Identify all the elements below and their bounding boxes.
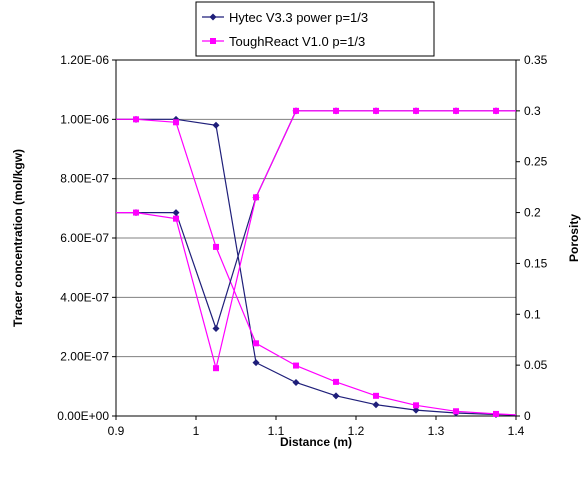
- data-point-diamond: [292, 378, 300, 386]
- data-point-square: [253, 194, 259, 201]
- legend-marker-hytec: [209, 13, 217, 21]
- data-point-square: [493, 410, 499, 417]
- y-tick-label: 4.00E-07: [60, 290, 109, 304]
- legend-marker-toughreact: [210, 38, 216, 44]
- data-point-square: [173, 215, 179, 222]
- data-point-diamond: [252, 359, 260, 367]
- y-tick-label: 2.00E-07: [60, 350, 109, 364]
- y-tick-label: 1.00E-06: [60, 112, 109, 126]
- series-line-0: [116, 118, 517, 416]
- x-tick-label: 1.1: [268, 424, 285, 438]
- gridlines: [116, 118, 516, 358]
- data-point-square: [293, 107, 299, 114]
- data-point-square: [133, 116, 139, 123]
- data-point-square: [373, 107, 379, 114]
- data-point-square: [133, 209, 139, 216]
- data-point-diamond: [212, 121, 220, 129]
- data-point-square: [213, 243, 219, 250]
- data-point-square: [373, 392, 379, 399]
- data-point-square: [453, 408, 459, 415]
- series-line-3: [116, 110, 516, 369]
- x-tick-label: 1.2: [348, 424, 365, 438]
- x-tick-label: 1.4: [508, 424, 525, 438]
- x-tick-label: 0.9: [108, 424, 125, 438]
- data-point-diamond: [372, 401, 380, 409]
- y-tick-label: 8.00E-07: [60, 172, 109, 186]
- x-tick-label: 1.3: [428, 424, 445, 438]
- x-tick-label: 1: [193, 424, 200, 438]
- data-point-square: [413, 107, 419, 114]
- y2-tick-label: 0.1: [524, 307, 541, 321]
- axes: 0.00E+00 2.00E-07 4.00E-07 6.00E-07 8.00E-07…: [57, 53, 547, 438]
- data-point-square: [293, 362, 299, 369]
- data-point-square: [413, 402, 419, 409]
- data-point-square: [173, 119, 179, 126]
- series-layer: [116, 107, 517, 419]
- data-point-diamond: [212, 325, 220, 333]
- y2-tick-label: 0.15: [524, 256, 548, 270]
- y2-tick-label: 0.3: [524, 104, 541, 118]
- data-point-diamond: [332, 392, 340, 400]
- y-tick-label: 1.20E-06: [60, 53, 109, 67]
- data-point-square: [253, 340, 259, 347]
- y2-tick-label: 0: [524, 409, 531, 423]
- data-point-square: [333, 378, 339, 385]
- y-tick-label: 6.00E-07: [60, 231, 109, 245]
- data-point-square: [453, 107, 459, 114]
- legend-label-toughreact: ToughReact V1.0 p=1/3: [229, 34, 365, 49]
- data-point-square: [213, 365, 219, 372]
- data-point-square: [493, 107, 499, 114]
- y-tick-label: 0.00E+00: [57, 409, 109, 423]
- legend: Hytec V3.3 power p=1/3 ToughReact V1.0 p…: [195, 1, 435, 57]
- y2-tick-label: 0.05: [524, 358, 548, 372]
- y2-tick-label: 0.35: [524, 53, 548, 67]
- y-axis-title: Tracer concentration (mol/kgw): [11, 149, 25, 327]
- y2-axis-title: Porosity: [567, 214, 581, 262]
- data-point-square: [333, 107, 339, 114]
- data-point-diamond: [172, 209, 180, 217]
- x-axis-title: Distance (m): [280, 435, 352, 449]
- legend-box: [195, 1, 435, 57]
- series-line-1: [116, 118, 517, 416]
- legend-label-hytec: Hytec V3.3 power p=1/3: [229, 10, 368, 25]
- y2-tick-label: 0.2: [524, 206, 541, 220]
- y2-tick-label: 0.25: [524, 155, 548, 169]
